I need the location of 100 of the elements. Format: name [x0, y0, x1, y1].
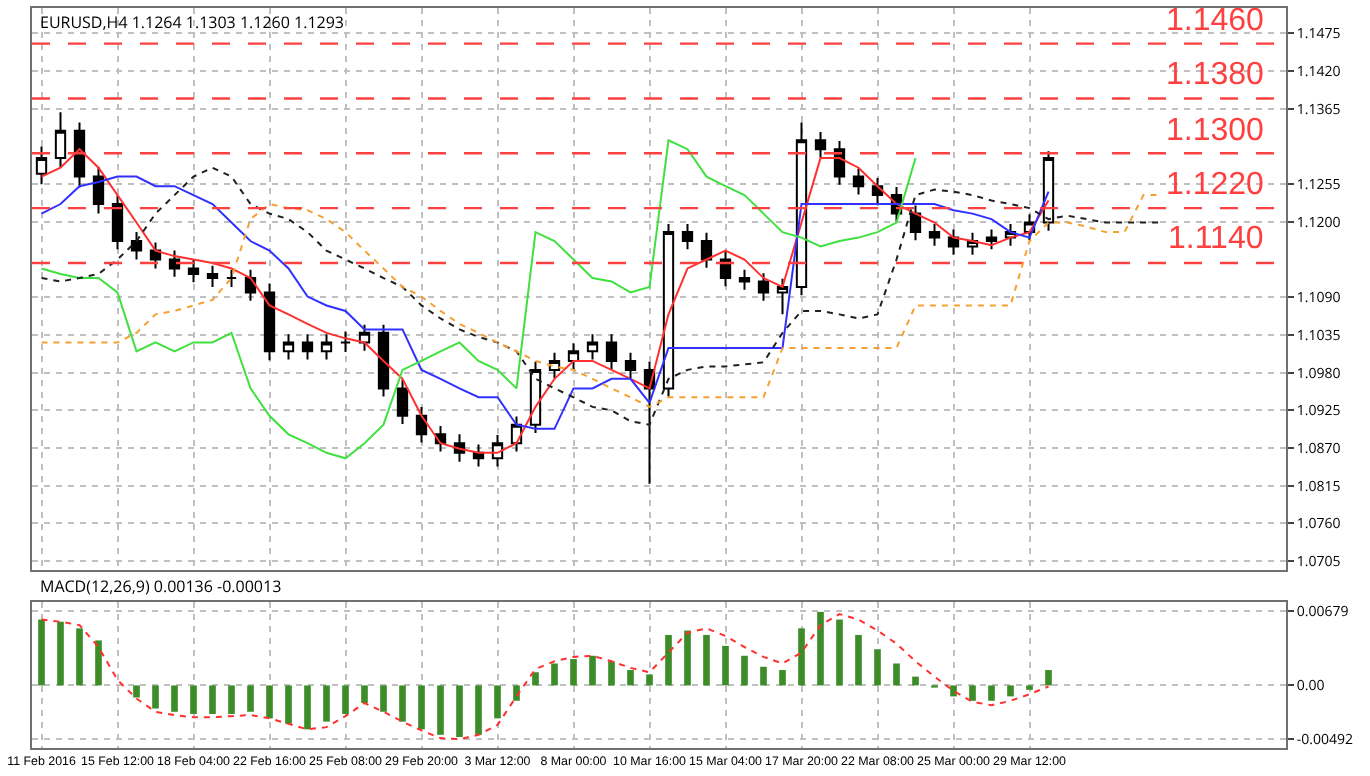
- bar: [399, 685, 406, 722]
- bar: [1045, 670, 1052, 686]
- candlestick: [985, 228, 998, 251]
- bar: [342, 685, 349, 714]
- bar: [380, 685, 387, 712]
- bar: [798, 628, 805, 686]
- bar: [323, 685, 330, 722]
- bar: [703, 634, 710, 686]
- bar: [133, 685, 140, 698]
- candlestick: [662, 222, 675, 398]
- candlestick: [605, 333, 618, 371]
- candlestick: [225, 268, 238, 288]
- bar: [532, 672, 539, 686]
- candlestick: [377, 323, 390, 398]
- candlestick: [396, 378, 409, 426]
- bar: [627, 670, 634, 686]
- candlestick: [871, 176, 884, 205]
- candlestick: [111, 194, 124, 251]
- candlestick: [282, 333, 295, 361]
- bar: [665, 634, 672, 686]
- bar: [475, 685, 482, 735]
- candlestick: [491, 433, 504, 468]
- candlestick: [966, 231, 979, 256]
- ref-line-label: 1.1380: [1166, 58, 1265, 92]
- ref-line-label: 1.1220: [1166, 168, 1265, 202]
- line-series: [40, 194, 1164, 408]
- bar: [494, 685, 501, 719]
- bar: [646, 674, 653, 686]
- candlestick: [947, 228, 960, 256]
- candlestick: [814, 131, 827, 159]
- bar: [437, 685, 444, 735]
- bar: [1007, 685, 1014, 697]
- candlestick: [738, 268, 751, 291]
- bar: [589, 655, 596, 686]
- bar: [741, 655, 748, 686]
- candlestick: [909, 204, 922, 242]
- bar: [969, 685, 976, 701]
- bar: [513, 685, 520, 701]
- candlestick: [681, 222, 694, 251]
- bar: [152, 685, 159, 709]
- candlestick: [700, 231, 713, 269]
- bar: [247, 685, 254, 712]
- candlestick: [320, 333, 333, 361]
- bar: [418, 685, 425, 730]
- bar: [855, 634, 862, 686]
- candlestick: [187, 258, 200, 284]
- candlestick: [567, 342, 580, 371]
- bar: [76, 628, 83, 686]
- bar: [228, 685, 235, 714]
- bar: [95, 640, 102, 686]
- bar: [456, 685, 463, 738]
- candlestick: [149, 241, 162, 270]
- bar: [285, 685, 292, 724]
- line-series: [40, 148, 1050, 454]
- candlestick: [339, 330, 352, 354]
- bar: [266, 685, 273, 719]
- candlestick: [54, 111, 67, 168]
- candlestick: [73, 121, 86, 189]
- candlestick: [624, 351, 637, 380]
- bar: [190, 685, 197, 714]
- ref-line-label: 1.1460: [1166, 4, 1265, 38]
- candlestick: [548, 351, 561, 380]
- candlestick: [35, 145, 48, 186]
- bar: [608, 661, 615, 686]
- candlestick: [776, 277, 789, 316]
- candlestick: [415, 405, 428, 444]
- bar: [684, 630, 691, 686]
- bar: [760, 666, 767, 686]
- bar: [988, 685, 995, 701]
- candlestick: [928, 222, 941, 247]
- bar: [171, 685, 178, 712]
- bar: [836, 619, 843, 686]
- bar: [361, 685, 368, 703]
- text: MACD(12,26,9) 0.00136 -0.00013: [40, 576, 283, 598]
- bar: [57, 621, 64, 686]
- candlestick: [586, 333, 599, 361]
- candlestick: [130, 231, 143, 261]
- candlestick: [206, 264, 219, 288]
- bar: [209, 685, 216, 714]
- candlestick: [92, 166, 105, 215]
- ref-line-label: 1.1140: [1168, 222, 1264, 256]
- bar: [817, 611, 824, 686]
- line-series: [40, 139, 917, 460]
- bar: [893, 663, 900, 686]
- candlestick: [301, 333, 314, 361]
- bar: [950, 685, 957, 697]
- bar: [874, 649, 881, 686]
- bar: [38, 619, 45, 686]
- annotation: EURUSD,H4 1.1264 1.1303 1.1260 1.1293: [40, 12, 345, 34]
- bar: [779, 670, 786, 686]
- candlestick: [852, 167, 865, 196]
- bar: [304, 685, 311, 730]
- bar: [722, 645, 729, 686]
- candlestick: [263, 282, 276, 362]
- ref-line-label: 1.1300: [1166, 114, 1265, 148]
- bar: [912, 676, 919, 686]
- line-series: [40, 613, 1050, 741]
- candlestick: [757, 272, 770, 302]
- bar: [551, 663, 558, 686]
- bar: [570, 659, 577, 686]
